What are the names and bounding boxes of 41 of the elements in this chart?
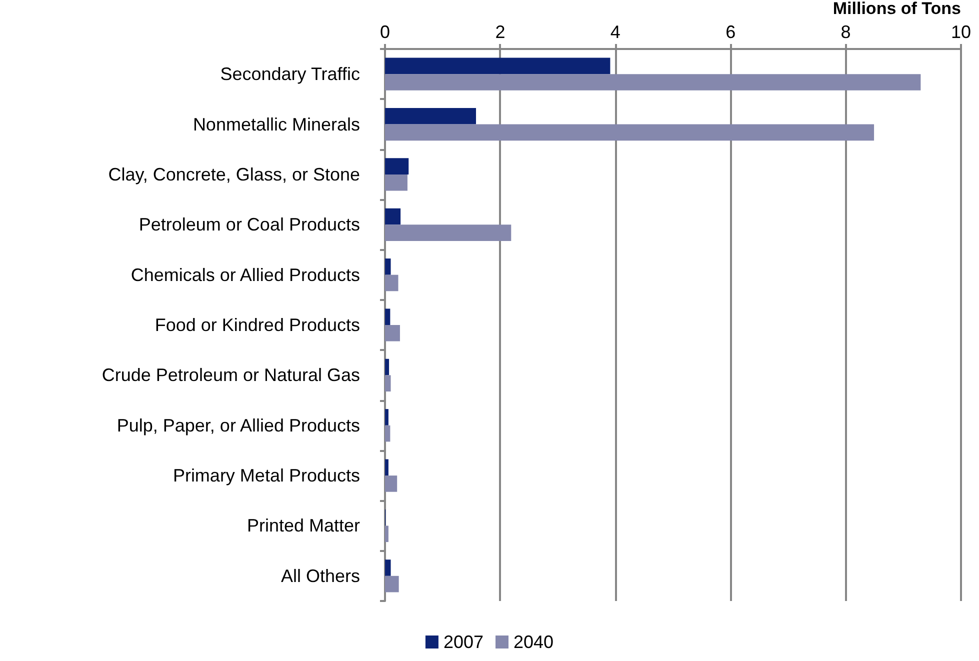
bar [385, 409, 388, 426]
bar [385, 108, 476, 124]
x-axis-title: Millions of Tons [832, 0, 961, 18]
y-tick-label: Petroleum or Coal Products [138, 214, 360, 235]
bar [385, 274, 398, 292]
x-tick-label: 4 [610, 22, 620, 42]
bar [385, 526, 388, 542]
bar [385, 425, 390, 442]
x-tick-label: 6 [726, 22, 736, 42]
y-tick-label: Primary Metal Products [172, 466, 360, 486]
x-tick-label: 2 [495, 22, 506, 42]
bar [385, 74, 921, 90]
y-tick-label: All Others [280, 566, 360, 586]
bar [385, 576, 399, 592]
x-tick-label: 8 [840, 22, 851, 42]
y-tick-label: Crude Petroleum or Natural Gas [102, 365, 360, 386]
legend-label: 2007 [443, 632, 484, 652]
bar [385, 459, 388, 476]
bar [385, 375, 391, 392]
bar [385, 208, 401, 225]
y-tick-label: Secondary Traffic [220, 64, 360, 84]
y-tick-label: Food or Kindred Products [154, 315, 360, 335]
bar [385, 158, 409, 174]
y-tick-label: Nonmetallic Minerals [192, 114, 360, 134]
y-tick-label: Printed Matter [246, 516, 360, 536]
x-tick-label: 0 [380, 22, 390, 42]
bar [385, 560, 391, 576]
x-tick-label: 10 [950, 22, 972, 42]
bar [385, 174, 408, 191]
y-tick-label: Clay, Concrete, Glass, or Stone [108, 164, 360, 184]
bar [385, 58, 610, 74]
bar [385, 124, 874, 141]
bar [385, 476, 398, 492]
y-tick-label: Pulp, Paper, or Allied Products [116, 415, 360, 436]
legend-label: 2040 [514, 632, 554, 652]
y-tick-label: Chemicals or Allied Products [130, 264, 360, 285]
bar [385, 358, 390, 376]
bar [385, 308, 390, 325]
bar [385, 224, 512, 241]
bar [385, 258, 391, 275]
bar [385, 325, 400, 342]
